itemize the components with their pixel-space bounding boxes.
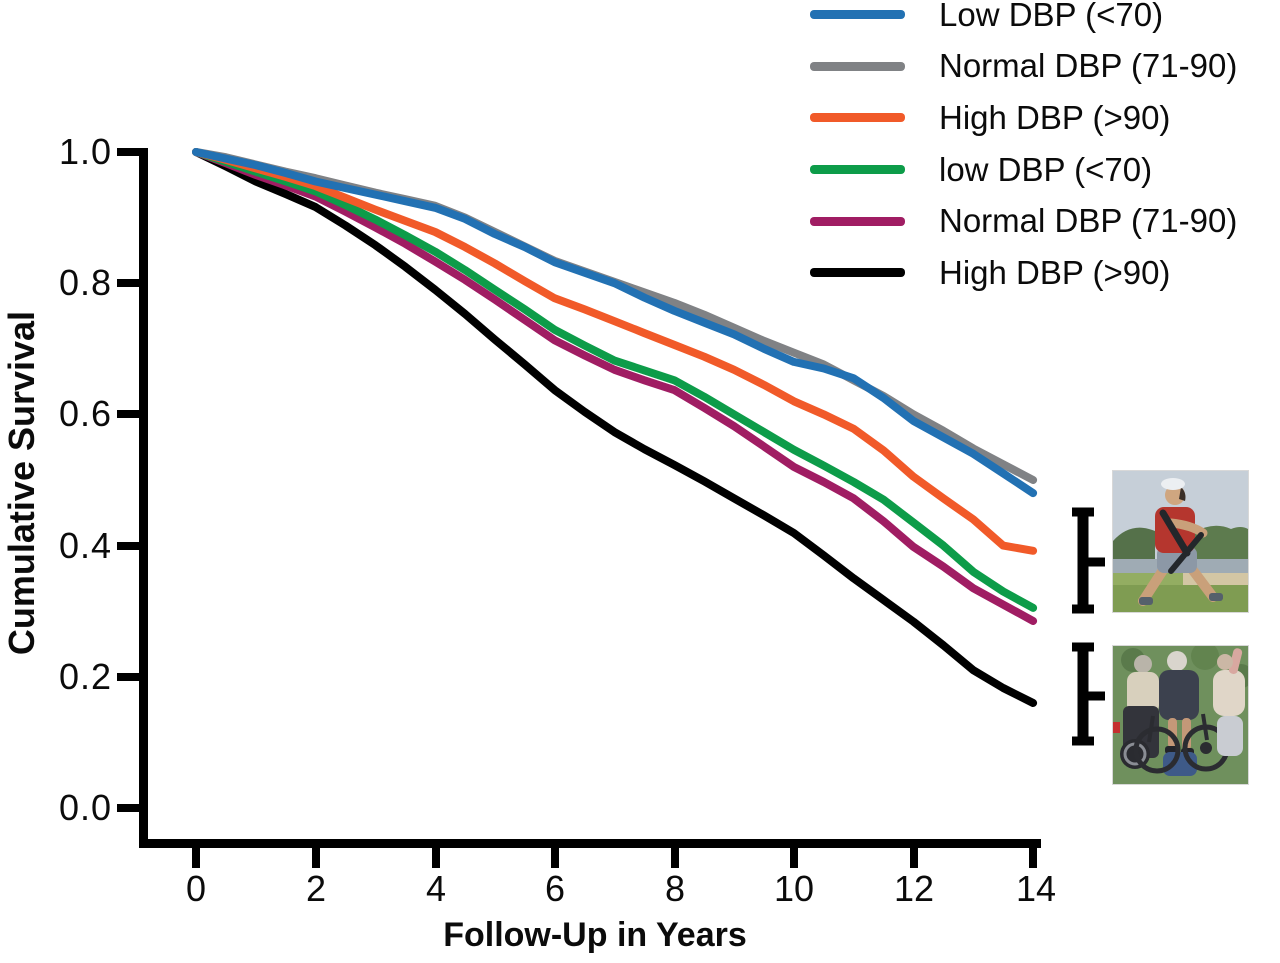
legend-label: Normal DBP (71-90) — [939, 47, 1238, 85]
y-tick-label: 1.0 — [58, 131, 112, 172]
legend-label: High DBP (>90) — [939, 253, 1171, 291]
y-tick-mark — [117, 804, 141, 812]
legend-item: Normal DBP (71-90) — [810, 195, 1237, 247]
x-tick-mark — [551, 848, 559, 868]
x-tick-label: 14 — [1015, 868, 1057, 909]
x-tick-mark — [910, 848, 918, 868]
y-tick-label: 0.6 — [58, 393, 112, 434]
legend-item: High DBP (>90) — [810, 247, 1237, 299]
legend: Low DBP (<70) Normal DBP (71-90) High DB… — [810, 0, 1237, 299]
curve-orange-high-dbp — [192, 148, 1038, 555]
legend-label: low DBP (<70) — [939, 150, 1153, 188]
legend-swatch-blue — [810, 10, 905, 20]
wheelchair-group-photo — [1112, 645, 1249, 785]
y-tick-mark — [117, 410, 141, 418]
x-axis-title: Follow-Up in Years — [443, 916, 747, 954]
x-tick-label: 2 — [305, 868, 327, 909]
person-figure — [1138, 478, 1223, 606]
curve-blue-low-dbp — [192, 148, 1038, 498]
y-tick-mark — [117, 542, 141, 550]
legend-swatch-orange — [810, 113, 905, 123]
x-axis-line — [139, 839, 1041, 848]
x-tick-mark — [790, 848, 798, 868]
upper-group-bracket — [1072, 507, 1105, 614]
x-tick-label: 10 — [773, 868, 815, 909]
right-figure — [1213, 648, 1245, 756]
x-tick-mark — [671, 848, 679, 868]
y-tick-label: 0.2 — [58, 656, 112, 697]
y-axis-line — [139, 148, 148, 848]
lower-group-bracket — [1072, 642, 1105, 746]
legend-swatch-gray — [810, 61, 905, 71]
x-tick-mark — [192, 848, 200, 868]
x-tick-mark — [432, 848, 440, 868]
curve-green-low-dbp — [192, 148, 1038, 612]
legend-label: High DBP (>90) — [939, 98, 1171, 136]
x-tick-label: 0 — [185, 868, 207, 909]
red-accent — [1113, 722, 1120, 733]
y-tick-mark — [117, 148, 141, 156]
x-tick-mark — [312, 848, 320, 868]
legend-label: Low DBP (<70) — [939, 0, 1164, 33]
y-tick-label: 0.0 — [58, 787, 112, 828]
x-tick-mark — [1029, 848, 1037, 868]
legend-swatch-purple — [810, 216, 905, 226]
x-tick-label: 4 — [425, 868, 447, 909]
legend-swatch-green — [810, 165, 905, 175]
x-tick-label: 12 — [893, 868, 935, 909]
legend-item: Low DBP (<70) — [810, 0, 1237, 41]
active-person-photo — [1112, 470, 1249, 613]
x-tick-label: 6 — [544, 868, 566, 909]
y-tick-label: 0.4 — [58, 525, 112, 566]
legend-item: High DBP (>90) — [810, 92, 1237, 144]
curve-purple-normal-dbp — [192, 148, 1038, 625]
curve-black-high-dbp — [192, 148, 1038, 707]
y-tick-mark — [117, 279, 141, 287]
left-figure — [1120, 655, 1159, 769]
legend-item: low DBP (<70) — [810, 144, 1237, 196]
legend-swatch-black — [810, 268, 905, 278]
legend-label: Normal DBP (71-90) — [939, 202, 1238, 240]
x-tick-label: 8 — [664, 868, 686, 909]
y-tick-mark — [117, 673, 141, 681]
y-tick-label: 0.8 — [58, 262, 112, 303]
center-figure — [1133, 651, 1230, 776]
legend-item: Normal DBP (71-90) — [810, 41, 1237, 93]
